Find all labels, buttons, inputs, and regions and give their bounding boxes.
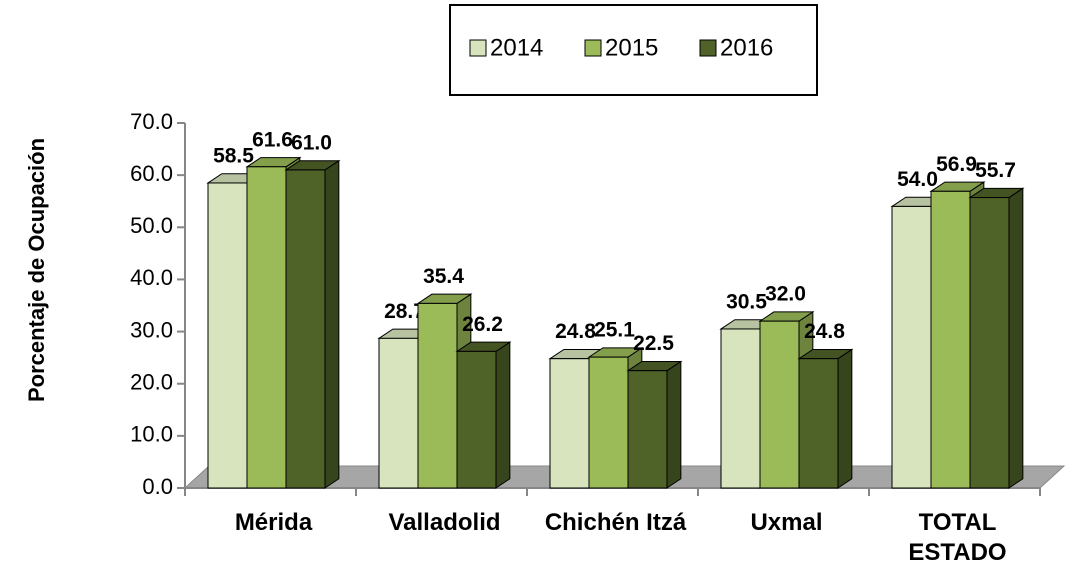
bar: [588, 356, 629, 489]
bar: [930, 190, 971, 489]
x-tick-label: Uxmal: [750, 509, 823, 536]
bar: [759, 320, 800, 489]
data-label: 22.5: [633, 332, 674, 355]
bar: [285, 169, 326, 489]
legend-label: 2014: [490, 34, 543, 61]
data-label: 55.7: [975, 159, 1016, 182]
y-tick-label: 20.0: [130, 370, 173, 395]
legend-label: 2015: [605, 34, 658, 61]
data-label: 26.2: [462, 313, 503, 336]
data-label: 61.6: [252, 128, 293, 151]
y-tick-label: 70.0: [130, 109, 173, 134]
legend-label: 2016: [720, 34, 773, 61]
x-tick-label: Mérida: [234, 509, 313, 536]
bar: [549, 358, 590, 489]
y-tick-label: 60.0: [130, 161, 173, 186]
data-label: 58.5: [213, 145, 254, 168]
bar-side: [324, 159, 340, 489]
y-tick-label: 40.0: [130, 265, 173, 290]
bar: [456, 350, 497, 489]
data-label: 24.8: [804, 320, 845, 343]
legend-box: [449, 4, 818, 96]
data-label: 32.0: [765, 283, 806, 306]
data-label: 61.0: [291, 131, 332, 154]
bar: [798, 358, 839, 489]
bar: [207, 182, 248, 489]
data-label: 28.7: [384, 300, 425, 323]
bar: [720, 328, 761, 489]
data-label: 56.9: [936, 153, 977, 176]
y-tick-label: 50.0: [130, 213, 173, 238]
data-label: 35.4: [423, 265, 464, 288]
bar: [969, 197, 1010, 489]
bar-side: [495, 341, 511, 489]
y-tick-label: 0.0: [142, 474, 173, 499]
y-tick-label: 30.0: [130, 317, 173, 342]
y-tick-label: 10.0: [130, 422, 173, 447]
bar: [627, 370, 668, 489]
data-label: 25.1: [594, 319, 635, 342]
y-axis-label: Porcentaje de Ocupación: [24, 138, 49, 402]
legend-swatch: [584, 39, 602, 57]
x-tick-label: TOTAL ESTADO: [908, 509, 1007, 566]
bar-side: [837, 348, 853, 489]
data-label: 30.5: [726, 291, 767, 314]
bar-side: [666, 360, 682, 489]
x-tick-label: Chichén Itzá: [544, 509, 687, 536]
bar-side: [1008, 187, 1024, 489]
bar: [891, 205, 932, 489]
x-tick-label: Valladolid: [388, 509, 501, 536]
bar: [378, 337, 419, 489]
bar: [246, 166, 287, 489]
legend-swatch: [469, 39, 487, 57]
data-label: 24.8: [555, 320, 596, 343]
data-label: 54.0: [897, 168, 938, 191]
bar: [417, 302, 458, 489]
legend-swatch: [699, 39, 717, 57]
